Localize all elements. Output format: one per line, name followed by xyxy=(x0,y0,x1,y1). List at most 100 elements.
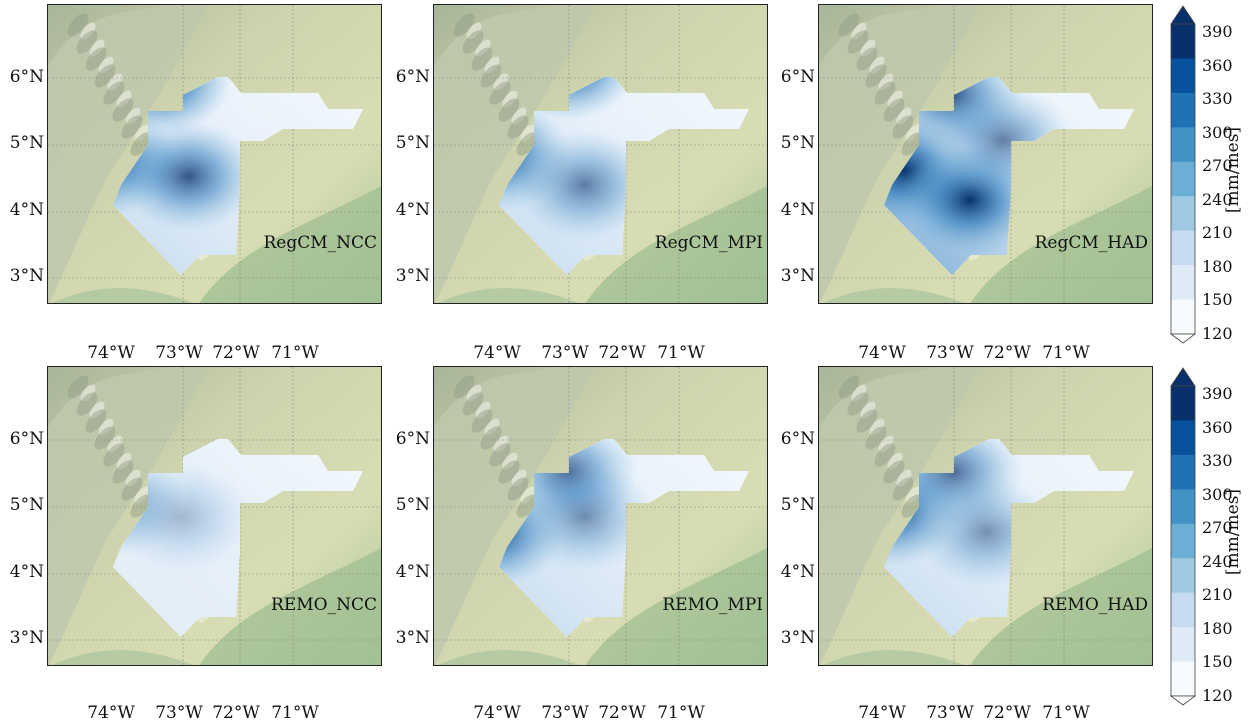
lat-label: 4°N xyxy=(780,562,815,582)
colorbar-segment xyxy=(1171,627,1195,663)
colorbar-segment xyxy=(1171,454,1195,490)
relief-shade xyxy=(130,132,152,156)
colorbar-tick: 330 xyxy=(1202,451,1233,470)
relief-highlight xyxy=(493,73,509,91)
relief-highlight xyxy=(887,90,903,108)
colorbar-segment xyxy=(1171,489,1195,525)
lat-label: 4°N xyxy=(9,200,44,220)
lat-label: 6°N xyxy=(780,429,815,449)
colorbar-tick: 330 xyxy=(1202,89,1233,108)
relief-shade xyxy=(865,64,887,88)
precip-maximum xyxy=(514,462,655,572)
relief-shade xyxy=(516,132,538,156)
relief-highlight xyxy=(878,435,894,453)
lowland-area xyxy=(585,186,767,303)
panel-label: REMO_NCC xyxy=(271,595,377,615)
colorbar-tick: 390 xyxy=(1202,384,1233,403)
relief-shade xyxy=(516,494,538,518)
colorbar-2-title: [mm/mes] xyxy=(1223,488,1244,576)
relief-highlight xyxy=(905,124,921,142)
colorbar-tick: 180 xyxy=(1202,618,1233,638)
relief-highlight xyxy=(80,22,96,40)
lowland-area xyxy=(970,548,1152,665)
mountain-ridge xyxy=(434,367,594,665)
relief-shade xyxy=(76,392,98,416)
lat-label: 4°N xyxy=(395,562,430,582)
colorbar-segment xyxy=(1171,92,1195,128)
relief-highlight xyxy=(511,107,527,125)
lon-label: 71°W xyxy=(271,343,319,363)
lowland-area xyxy=(438,288,579,303)
mountain-ridge xyxy=(819,367,979,665)
relief-highlight xyxy=(475,401,491,419)
lowland-area xyxy=(823,288,964,303)
relief-shade xyxy=(498,98,520,122)
lon-label: 71°W xyxy=(657,343,705,363)
relief-shade xyxy=(892,477,914,501)
lowland-area xyxy=(438,650,579,665)
precip-maximum xyxy=(118,121,259,231)
relief-shade xyxy=(847,30,869,54)
map-panel-5: REMO_MPI xyxy=(433,366,768,666)
map-panel-6: REMO_HAD xyxy=(818,366,1153,666)
colorbar-segment xyxy=(1171,386,1195,421)
colorbar-tick: 120 xyxy=(1202,685,1233,705)
colorbar-2-ticks: 390 360 330 300 270 240 210 180 150 120 xyxy=(1200,386,1244,708)
relief-shade xyxy=(471,47,493,71)
relief-highlight xyxy=(89,401,105,419)
relief-highlight xyxy=(869,56,885,74)
relief-shade xyxy=(498,460,520,484)
relief-shade xyxy=(85,409,107,433)
colorbar-tick: 360 xyxy=(1202,417,1233,437)
relief-shade xyxy=(901,494,923,518)
lat-label: 3°N xyxy=(780,266,815,286)
lat-label: 3°N xyxy=(780,628,815,648)
relief-highlight xyxy=(466,384,482,402)
panel-label: RegCM_HAD xyxy=(1034,233,1148,253)
map-svg xyxy=(819,367,1152,665)
colorbar-tick: 240 xyxy=(1202,551,1233,571)
relief-shade xyxy=(489,81,511,105)
relief-shade xyxy=(85,47,107,71)
relief-shade xyxy=(507,477,529,501)
relief-highlight xyxy=(851,384,867,402)
colorbar-tick: 150 xyxy=(1202,652,1233,671)
lat-label: 3°N xyxy=(9,266,44,286)
colorbar-1 xyxy=(1170,5,1196,344)
relief-highlight xyxy=(493,435,509,453)
relief-highlight xyxy=(896,107,912,125)
colorbar-tick: 360 xyxy=(1202,55,1233,75)
colorbar-tick: 390 xyxy=(1202,22,1233,41)
relief-highlight xyxy=(887,452,903,470)
lon-label: 73°W xyxy=(155,343,203,363)
lon-label: 73°W xyxy=(541,343,589,363)
colorbar-max-arrow xyxy=(1170,367,1196,387)
relief-shade xyxy=(480,426,502,450)
map-svg xyxy=(434,367,767,665)
lon-label: 71°W xyxy=(657,703,705,723)
relief-shade xyxy=(462,30,484,54)
lat-label: 3°N xyxy=(395,266,430,286)
relief-shade xyxy=(489,443,511,467)
lon-label: 73°W xyxy=(541,703,589,723)
lon-label: 74°W xyxy=(858,343,906,363)
colorbar-tick: 210 xyxy=(1202,223,1233,242)
relief-shade xyxy=(892,115,914,139)
lat-label: 3°N xyxy=(395,628,430,648)
precip-maximum xyxy=(514,130,655,240)
colorbar-min-arrow xyxy=(1170,695,1196,706)
relief-shade xyxy=(67,13,89,37)
colorbar-segment xyxy=(1171,661,1195,697)
relief-shade xyxy=(874,443,896,467)
lon-label: 74°W xyxy=(858,703,906,723)
colorbar-tick: 210 xyxy=(1202,585,1233,604)
map-panel-2: RegCM_MPI xyxy=(433,4,768,304)
colorbar-segment xyxy=(1171,265,1195,301)
colorbar-tick: 240 xyxy=(1202,189,1233,209)
colorbar-segment xyxy=(1171,196,1195,232)
lowland-area xyxy=(199,548,381,665)
lat-label: 6°N xyxy=(395,429,430,449)
mountain-ridge xyxy=(434,5,594,303)
relief-shade xyxy=(112,98,134,122)
relief-shade xyxy=(103,81,125,105)
